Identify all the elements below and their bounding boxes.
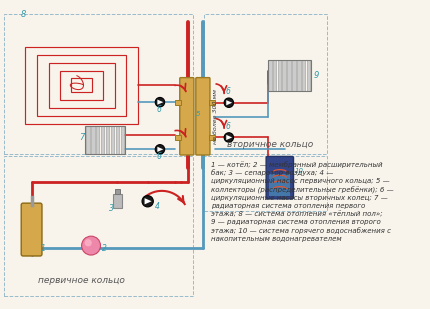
Bar	[113, 194, 122, 208]
Bar	[268, 60, 272, 91]
Bar	[209, 100, 215, 105]
Bar	[292, 60, 296, 91]
Bar	[4, 156, 193, 296]
Circle shape	[155, 145, 165, 154]
Bar	[175, 100, 181, 105]
Polygon shape	[144, 198, 152, 204]
Text: 1 — котёл; 2 — мембранный расширительный
бак; 3 — сепаратор воздуха; 4 —
циркуля: 1 — котёл; 2 — мембранный расширительный…	[211, 161, 393, 242]
Bar	[49, 63, 115, 108]
Bar	[111, 126, 114, 154]
FancyBboxPatch shape	[196, 78, 210, 155]
Text: первичное кольцо: первичное кольцо	[38, 276, 125, 286]
Text: 9: 9	[314, 71, 319, 80]
FancyBboxPatch shape	[180, 78, 194, 155]
Bar	[4, 15, 193, 154]
Polygon shape	[226, 100, 232, 105]
Bar	[204, 156, 327, 211]
Text: не более 300 мм: не более 300 мм	[213, 89, 218, 144]
FancyBboxPatch shape	[266, 156, 294, 199]
Text: 2: 2	[102, 244, 107, 253]
Polygon shape	[226, 135, 232, 140]
Circle shape	[224, 98, 233, 108]
Text: вторичное кольцо: вторичное кольцо	[227, 139, 313, 149]
Polygon shape	[157, 99, 163, 105]
Bar	[96, 126, 99, 154]
Bar	[302, 60, 305, 91]
Bar	[71, 78, 92, 92]
Bar	[297, 60, 301, 91]
Bar	[106, 126, 109, 154]
Circle shape	[155, 97, 165, 107]
Bar	[278, 60, 281, 91]
Polygon shape	[157, 147, 163, 152]
Bar	[209, 135, 215, 140]
Bar	[86, 126, 89, 154]
Bar	[267, 60, 311, 91]
Circle shape	[82, 236, 101, 255]
Circle shape	[85, 239, 92, 246]
Text: 3: 3	[109, 204, 114, 213]
Text: 6: 6	[156, 152, 161, 161]
Text: 6: 6	[156, 104, 161, 114]
FancyBboxPatch shape	[21, 203, 42, 256]
Bar	[101, 126, 104, 154]
Text: 7: 7	[79, 133, 84, 142]
Bar	[175, 135, 181, 140]
Bar	[60, 71, 103, 99]
Text: 4: 4	[155, 202, 160, 211]
Bar	[287, 60, 291, 91]
Bar	[273, 60, 276, 91]
Bar	[120, 126, 124, 154]
Text: 6: 6	[225, 122, 230, 131]
Text: 1: 1	[41, 244, 46, 253]
Bar	[37, 55, 126, 116]
Text: 10: 10	[295, 168, 304, 174]
Bar	[270, 174, 290, 196]
Bar	[25, 47, 138, 124]
Bar	[115, 189, 120, 194]
Circle shape	[224, 133, 233, 142]
Bar	[307, 60, 310, 91]
Text: 5: 5	[196, 111, 200, 117]
Text: 6: 6	[225, 87, 230, 96]
Bar	[91, 126, 95, 154]
Bar	[283, 60, 286, 91]
Bar	[204, 15, 327, 154]
Circle shape	[142, 196, 154, 207]
Text: 8: 8	[20, 10, 26, 19]
Bar	[116, 126, 119, 154]
Bar	[86, 126, 125, 154]
